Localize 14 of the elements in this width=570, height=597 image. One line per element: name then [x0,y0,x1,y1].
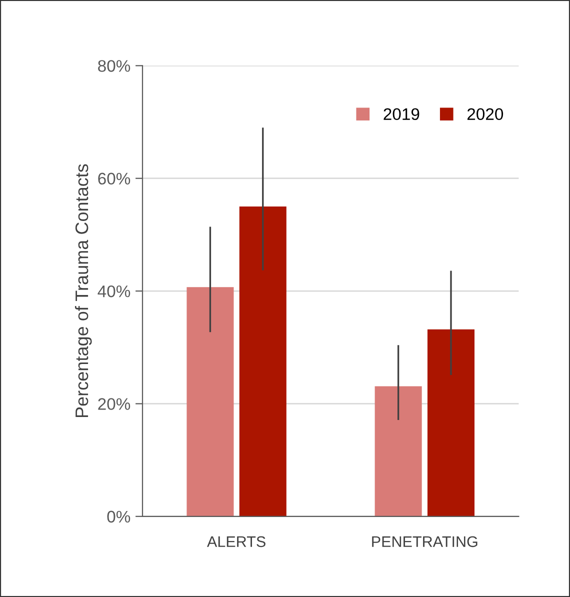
y-tick-label: 20% [98,398,130,410]
y-tick-label: 60% [98,172,130,185]
bar [427,329,474,516]
bar [374,386,422,516]
bar [186,287,234,516]
y-axis-title: Percentage of Trauma Contacts [74,164,92,418]
x-tick-label: PENETRATING [372,536,478,548]
legend-label: 2019 [384,108,420,120]
y-tick-label: 0% [107,510,130,523]
y-tick-label: 80% [98,60,130,72]
y-tick-label: 40% [98,285,130,298]
x-tick-label: ALERTS [207,536,266,548]
bar [239,206,286,516]
legend-label: 2020 [467,108,504,120]
